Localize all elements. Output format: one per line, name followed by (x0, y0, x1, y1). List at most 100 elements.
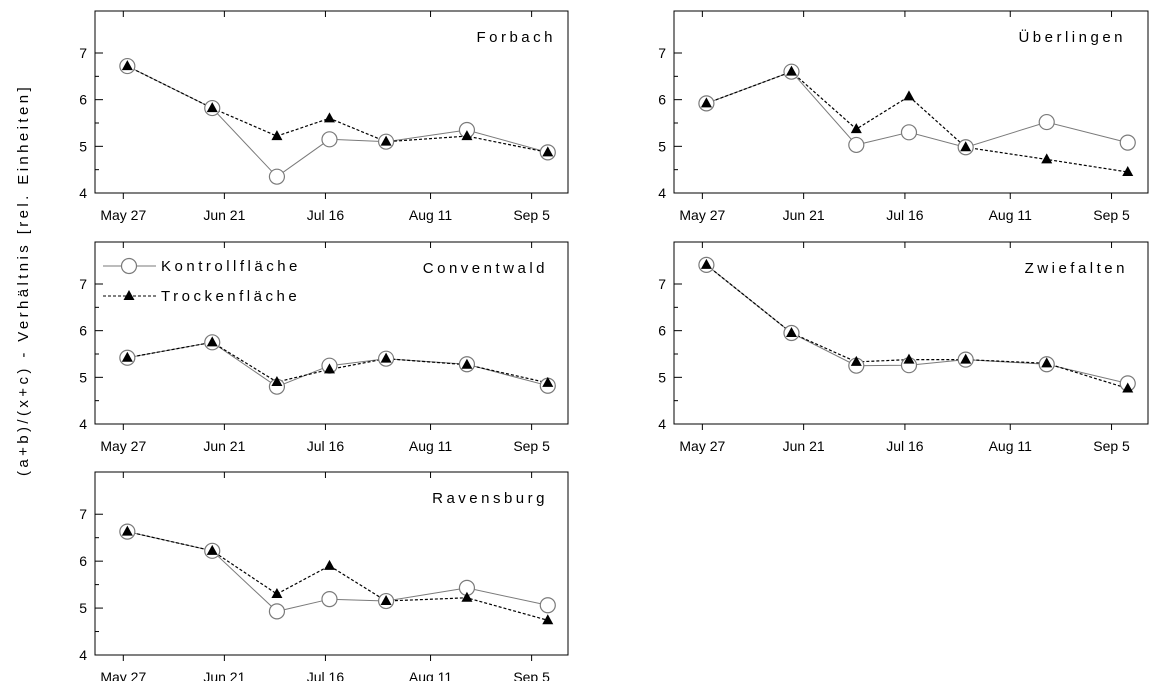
x-tick-label: Aug 11 (409, 669, 453, 681)
y-tick-label: 5 (79, 600, 87, 616)
y-tick-label: 5 (79, 369, 87, 385)
trockenflaeche-point (903, 353, 915, 364)
legend-marker-trocken (123, 290, 135, 300)
y-tick-label: 5 (658, 369, 666, 385)
trockenflaeche-point (700, 258, 712, 269)
trockenflaeche-line (706, 264, 1128, 390)
y-tick-label: 4 (79, 416, 87, 432)
trockenflaeche-point (461, 130, 473, 141)
x-tick-label: Jul 16 (886, 438, 924, 454)
panel-title: Überlingen (1018, 28, 1126, 46)
panel-title: Ravensburg (432, 490, 548, 507)
panel-ravensburg: 4 5 6 7 May 27 Jun 21 Jul 16 Aug 11 Sep 5 Ravensb… (79, 471, 569, 681)
trockenflaeche-point (271, 376, 283, 386)
y-tick-label: 7 (79, 276, 87, 292)
trockenflaeche-point (121, 525, 133, 536)
y-tick-label: 6 (79, 553, 87, 569)
kontrollflaeche-line (127, 341, 548, 388)
y-tick-label: 6 (79, 92, 87, 108)
panel-title: Conventwald (423, 260, 548, 277)
trockenflaeche-point (1122, 166, 1134, 176)
trockenflaeche-point (1041, 153, 1053, 164)
x-tick-label: May 27 (100, 438, 146, 454)
trockenflaeche-point (323, 559, 335, 570)
plot-frame (673, 10, 1149, 194)
plot-frame (94, 241, 569, 425)
trockenflaeche-point (121, 60, 133, 71)
x-tick-label: May 27 (679, 438, 725, 454)
legend: Kontrollfläche Trockenfläche (103, 257, 301, 305)
legend-marker-kontroll (120, 257, 138, 275)
trockenflaeche-point (121, 351, 133, 362)
trockenflaeche-point (271, 588, 283, 598)
kontrollflaeche-point (848, 136, 865, 154)
x-tick-label: Sep 5 (513, 438, 550, 454)
panel-title: Zwiefalten (1025, 260, 1128, 277)
x-tick-label: Jun 21 (783, 438, 825, 454)
trockenflaeche-point (206, 544, 218, 555)
trockenflaeche-point (380, 352, 392, 363)
x-tick-label: Jun 21 (203, 438, 245, 454)
y-tick-label: 4 (658, 416, 666, 432)
trockenflaeche-point (700, 97, 712, 108)
trockenflaeche-point (960, 353, 972, 364)
kontrollflaeche-point (539, 597, 556, 614)
kontrollflaeche-point (268, 168, 286, 185)
kontrollflaeche-point (1119, 134, 1136, 151)
x-tick-label: Sep 5 (1093, 207, 1130, 223)
y-axis-label: (a+b)/(x+c) - Verhältnis [rel. Einheiten… (15, 84, 32, 476)
y-tick-label: 7 (658, 276, 666, 292)
kontrollflaeche-point (900, 124, 918, 141)
y-tick-label: 6 (658, 92, 666, 108)
trockenflaeche-point (542, 146, 554, 157)
x-tick-label: Sep 5 (513, 207, 550, 223)
x-tick-label: Jun 21 (203, 669, 245, 681)
kontrollflaeche-line (127, 65, 548, 178)
trockenflaeche-point (903, 90, 915, 101)
trockenflaeche-point (206, 102, 218, 113)
x-tick-label: Aug 11 (409, 438, 453, 454)
panel-conventwald: 4 5 6 7 May 27 Jun 21 Jul 16 Aug 11 Sep 5 Convent… (79, 241, 569, 454)
x-tick-label: May 27 (100, 669, 146, 681)
trockenflaeche-point (542, 376, 554, 387)
x-tick-label: Aug 11 (989, 207, 1033, 223)
trockenflaeche-point (271, 130, 283, 141)
y-tick-label: 5 (79, 138, 87, 154)
trockenflaeche-point (461, 358, 473, 369)
y-tick-label: 6 (658, 323, 666, 339)
kontrollflaeche-point (321, 591, 338, 608)
trockenflaeche-point (850, 123, 862, 134)
trockenflaeche-point (461, 591, 473, 602)
panel-title: Forbach (476, 29, 556, 46)
trockenflaeche-line (706, 71, 1128, 173)
panel-zwiefalten: 4 5 6 7 May 27 Jun 21 Jul 16 Aug 11 Sep 5 Zwiefal… (658, 241, 1149, 454)
y-tick-label: 7 (658, 45, 666, 61)
x-tick-label: Jul 16 (307, 438, 345, 454)
kontrollflaeche-point (321, 131, 338, 148)
x-tick-label: Jul 16 (307, 669, 345, 681)
x-tick-label: May 27 (679, 207, 725, 223)
panel-forbach: 4 5 6 7 May 27 Jun 21 Jul 16 Aug 11 Sep 5 Forbach (79, 10, 569, 223)
panel-überlingen: 4 5 6 7 May 27 Jun 21 Jul 16 Aug 11 Sep 5 Überlin… (658, 10, 1149, 223)
trockenflaeche-point (542, 614, 554, 625)
y-tick-label: 5 (658, 138, 666, 154)
trockenflaeche-line (127, 531, 548, 621)
x-tick-label: Sep 5 (513, 669, 550, 681)
y-tick-label: 7 (79, 45, 87, 61)
x-tick-label: Jul 16 (307, 207, 345, 223)
trockenflaeche-line (127, 341, 548, 384)
y-tick-label: 4 (658, 185, 666, 201)
x-tick-label: Jun 21 (783, 207, 825, 223)
trockenflaeche-point (960, 141, 972, 152)
y-tick-label: 7 (79, 506, 87, 522)
trockenflaeche-point (323, 112, 335, 123)
x-tick-label: Jul 16 (886, 207, 924, 223)
x-tick-label: Aug 11 (409, 207, 453, 223)
legend-label-kontroll: Kontrollfläche (161, 258, 301, 275)
x-tick-label: May 27 (100, 207, 146, 223)
plot-frame (94, 10, 569, 194)
trockenflaeche-point (1122, 382, 1134, 393)
trockenflaeche-point (850, 355, 862, 366)
x-tick-label: Jun 21 (203, 207, 245, 223)
